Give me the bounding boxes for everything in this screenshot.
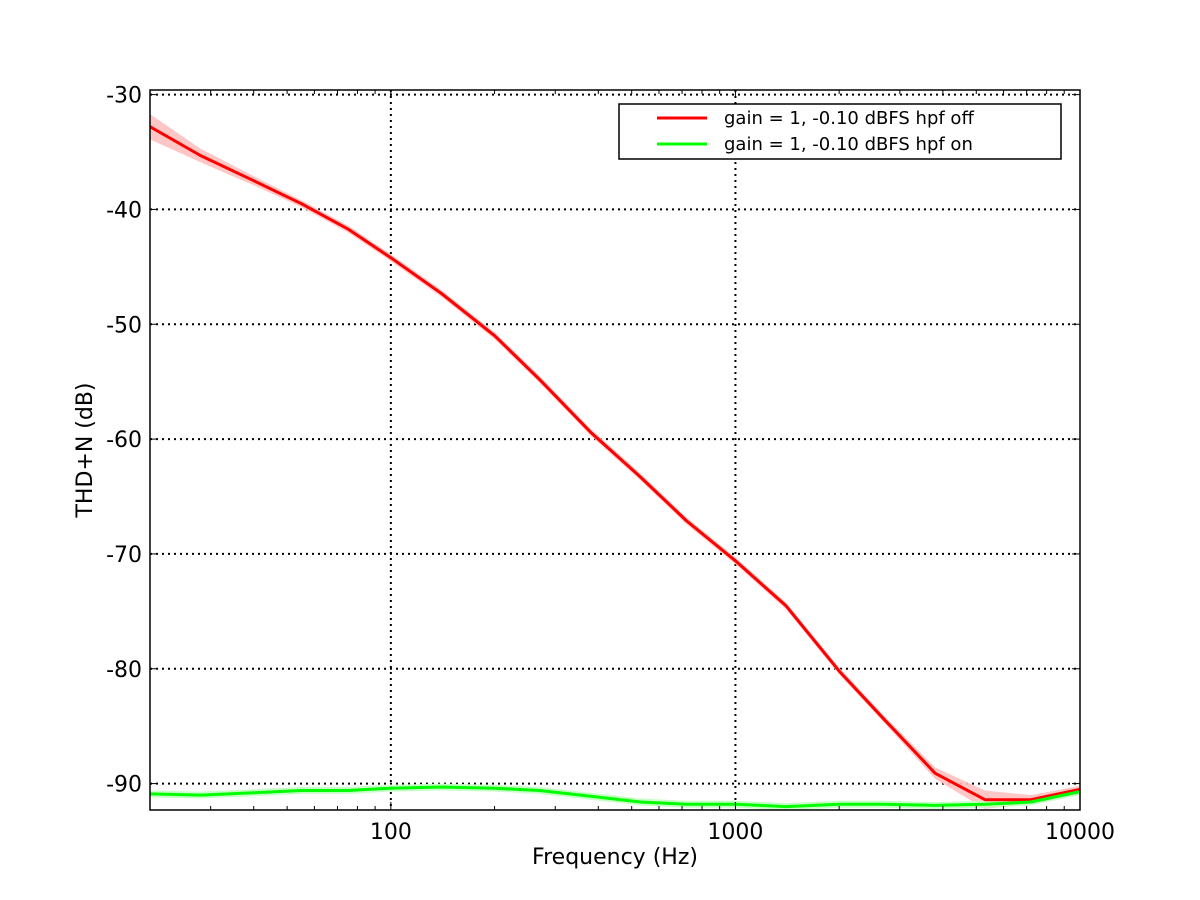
y-tick-label: -50 [106, 313, 142, 338]
x-tick-label: 1000 [707, 820, 763, 845]
series-lines [149, 125, 1081, 809]
series-line-1 [149, 785, 1081, 809]
y-tick-label: -30 [106, 84, 142, 109]
legend: gain = 1, -0.10 dBFS hpf off gain = 1, -… [618, 103, 1062, 160]
grid-lines [150, 90, 1080, 810]
y-axis-title: THD+N (dB) [73, 382, 98, 518]
legend-box [618, 103, 1062, 160]
y-tick-label: -90 [106, 773, 142, 798]
y-tick-label: -40 [106, 198, 142, 223]
x-tick-label: 10000 [1045, 820, 1115, 845]
y-tick-label: -80 [106, 658, 142, 683]
x-axis-title: Frequency (Hz) [532, 845, 698, 870]
series-line-0 [149, 125, 1081, 802]
legend-label-hpf-off: gain = 1, -0.10 dBFS hpf off [724, 108, 974, 129]
legend-label-hpf-on: gain = 1, -0.10 dBFS hpf on [724, 134, 973, 155]
plot-frame [149, 89, 1081, 811]
axis-ticks: 100 1000 10000 -30 -40 -50 -60 -70 -80 -90 [106, 84, 1115, 845]
y-tick-label: -70 [106, 543, 142, 568]
y-tick-label: -60 [106, 428, 142, 453]
x-tick-label: 100 [370, 820, 412, 845]
